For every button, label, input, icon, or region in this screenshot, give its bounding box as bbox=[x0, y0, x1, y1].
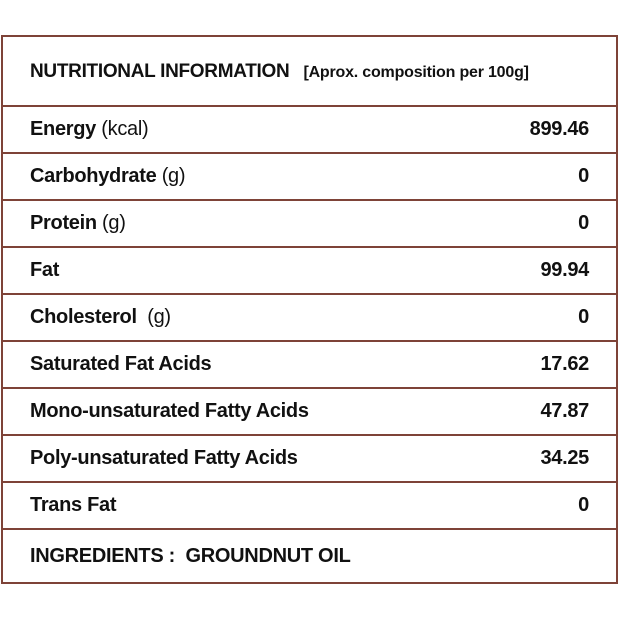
nutrient-label: Energy (kcal) bbox=[30, 118, 149, 141]
nutrient-row-mono-unsaturated: Mono-unsaturated Fatty Acids 47.87 bbox=[3, 387, 616, 434]
nutrient-label: Fat bbox=[30, 259, 59, 282]
nutrient-label: Protein (g) bbox=[30, 212, 126, 235]
nutrient-row-fat: Fat 99.94 bbox=[3, 246, 616, 293]
nutrient-name: Protein bbox=[30, 212, 97, 234]
nutrient-label: Mono-unsaturated Fatty Acids bbox=[30, 400, 309, 423]
nutrient-row-protein: Protein (g) 0 bbox=[3, 199, 616, 246]
nutrient-name: Cholesterol bbox=[30, 306, 137, 328]
table-header: NUTRITIONAL INFORMATION [Aprox. compositi… bbox=[3, 37, 616, 105]
nutrient-unit: (kcal) bbox=[96, 118, 149, 140]
nutrient-unit: (g) bbox=[156, 165, 186, 187]
nutrient-row-carbohydrate: Carbohydrate (g) 0 bbox=[3, 152, 616, 199]
nutrient-label: Carbohydrate (g) bbox=[30, 165, 186, 188]
header-title: NUTRITIONAL INFORMATION bbox=[30, 60, 290, 82]
nutrient-value: 0 bbox=[578, 212, 589, 234]
nutrient-value: 99.94 bbox=[540, 259, 589, 281]
nutrient-value: 0 bbox=[578, 165, 589, 187]
nutrient-value: 899.46 bbox=[529, 118, 590, 140]
nutrient-name: Trans Fat bbox=[30, 494, 117, 516]
ingredients-text: INGREDIENTS : GROUNDNUT OIL bbox=[30, 544, 351, 567]
nutrient-value: 47.87 bbox=[540, 400, 589, 422]
nutrient-value: 34.25 bbox=[540, 447, 589, 469]
nutrient-name: Fat bbox=[30, 259, 60, 281]
nutrient-row-cholesterol: Cholesterol (g) 0 bbox=[3, 293, 616, 340]
nutrient-name: Saturated Fat Acids bbox=[30, 353, 212, 375]
nutrient-label: Trans Fat bbox=[30, 494, 117, 517]
nutrient-value: 0 bbox=[578, 306, 589, 328]
nutrient-label: Saturated Fat Acids bbox=[30, 353, 212, 376]
nutrient-name: Energy bbox=[30, 118, 97, 140]
nutrient-value: 17.62 bbox=[540, 353, 589, 375]
nutrient-name: Poly-unsaturated Fatty Acids bbox=[30, 447, 298, 469]
nutrient-name: Mono-unsaturated Fatty Acids bbox=[30, 400, 309, 422]
nutrient-unit: (g) bbox=[96, 212, 126, 234]
nutrient-row-energy: Energy (kcal) 899.46 bbox=[3, 105, 616, 152]
header-title-group: NUTRITIONAL INFORMATION [Aprox. compositi… bbox=[30, 60, 529, 83]
nutrient-value: 0 bbox=[578, 494, 589, 516]
nutrient-row-saturated-fat: Saturated Fat Acids 17.62 bbox=[3, 340, 616, 387]
nutrient-label: Cholesterol (g) bbox=[30, 306, 171, 329]
nutrient-label: Poly-unsaturated Fatty Acids bbox=[30, 447, 298, 470]
ingredients-row: INGREDIENTS : GROUNDNUT OIL bbox=[3, 528, 616, 582]
header-note: [Aprox. composition per 100g] bbox=[303, 63, 529, 81]
nutrient-row-trans-fat: Trans Fat 0 bbox=[3, 481, 616, 528]
nutrient-name: Carbohydrate bbox=[30, 165, 157, 187]
nutrition-table: NUTRITIONAL INFORMATION [Aprox. compositi… bbox=[1, 35, 618, 584]
nutrient-unit: (g) bbox=[136, 306, 171, 328]
nutrient-row-poly-unsaturated: Poly-unsaturated Fatty Acids 34.25 bbox=[3, 434, 616, 481]
